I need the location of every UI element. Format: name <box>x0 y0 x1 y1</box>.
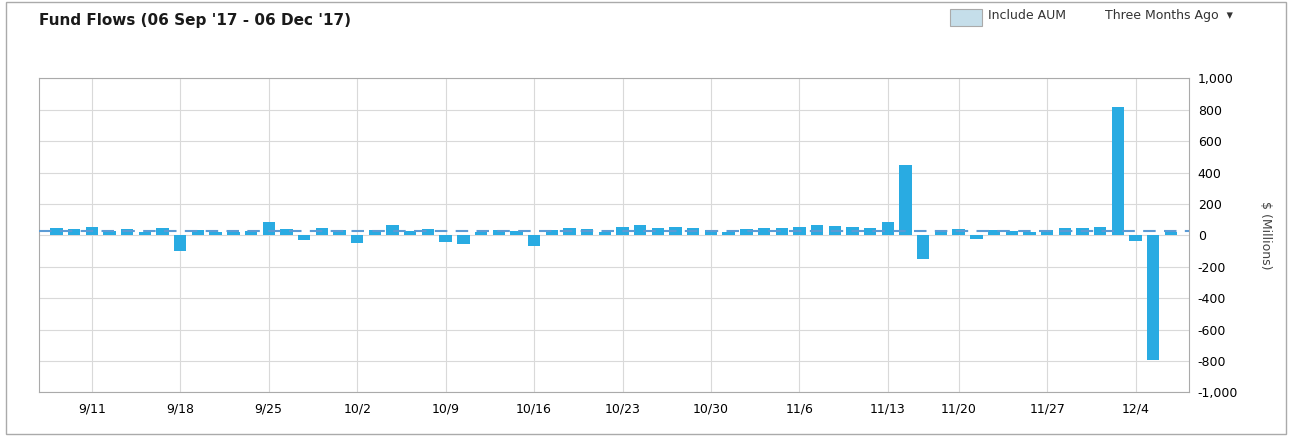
Bar <box>315 228 328 235</box>
Bar <box>1041 230 1053 235</box>
Bar <box>1076 228 1089 235</box>
Bar <box>775 228 788 235</box>
Bar <box>368 230 381 235</box>
Bar <box>1129 235 1142 241</box>
Bar <box>651 228 664 235</box>
Bar <box>1058 228 1071 235</box>
Bar <box>50 228 62 235</box>
Bar <box>1111 107 1124 235</box>
Bar <box>492 230 505 235</box>
Bar <box>952 229 965 235</box>
Bar <box>846 227 859 235</box>
Text: Include AUM: Include AUM <box>988 9 1066 22</box>
Bar <box>616 227 629 235</box>
Bar <box>333 230 346 235</box>
Bar <box>209 232 222 235</box>
Text: Fund Flows (06 Sep '17 - 06 Dec '17): Fund Flows (06 Sep '17 - 06 Dec '17) <box>39 13 350 28</box>
Bar <box>828 226 841 235</box>
Bar <box>705 230 717 235</box>
Bar <box>881 222 894 235</box>
Bar <box>1023 232 1036 235</box>
Bar <box>758 228 770 235</box>
Bar <box>457 235 469 244</box>
Y-axis label: $ (Millions): $ (Millions) <box>1258 201 1271 270</box>
Bar <box>404 231 416 235</box>
Bar <box>528 235 540 245</box>
Bar <box>1005 231 1018 235</box>
Bar <box>1147 235 1159 360</box>
Bar <box>634 225 646 235</box>
Bar <box>227 232 239 235</box>
Bar <box>156 228 169 235</box>
Bar <box>439 235 452 242</box>
Text: Three Months Ago  ▾: Three Months Ago ▾ <box>1105 9 1233 22</box>
Bar <box>245 231 257 235</box>
Bar <box>1094 227 1106 235</box>
Bar <box>899 165 912 235</box>
Bar <box>280 229 292 235</box>
Bar <box>475 232 487 235</box>
Bar <box>563 228 576 235</box>
Bar <box>1165 232 1177 235</box>
Bar <box>793 227 806 235</box>
Bar <box>386 225 399 235</box>
Bar <box>262 222 275 235</box>
Bar <box>191 230 204 235</box>
Bar <box>935 230 947 235</box>
Bar <box>121 229 133 235</box>
Bar <box>174 235 186 251</box>
Bar <box>988 230 1000 235</box>
Bar <box>687 228 699 235</box>
Bar <box>740 229 752 235</box>
Bar <box>421 229 434 235</box>
Bar <box>103 231 116 235</box>
Bar <box>722 232 735 235</box>
Bar <box>669 227 682 235</box>
Bar <box>917 235 929 259</box>
Bar <box>510 231 522 235</box>
Bar <box>68 229 80 235</box>
Bar <box>598 232 611 235</box>
Bar <box>138 232 151 235</box>
Bar <box>970 235 982 238</box>
Bar <box>545 230 558 235</box>
Bar <box>581 229 593 235</box>
Bar <box>864 228 876 235</box>
Bar <box>298 235 310 240</box>
Bar <box>811 225 823 235</box>
Bar <box>351 235 363 242</box>
Bar <box>85 227 98 235</box>
